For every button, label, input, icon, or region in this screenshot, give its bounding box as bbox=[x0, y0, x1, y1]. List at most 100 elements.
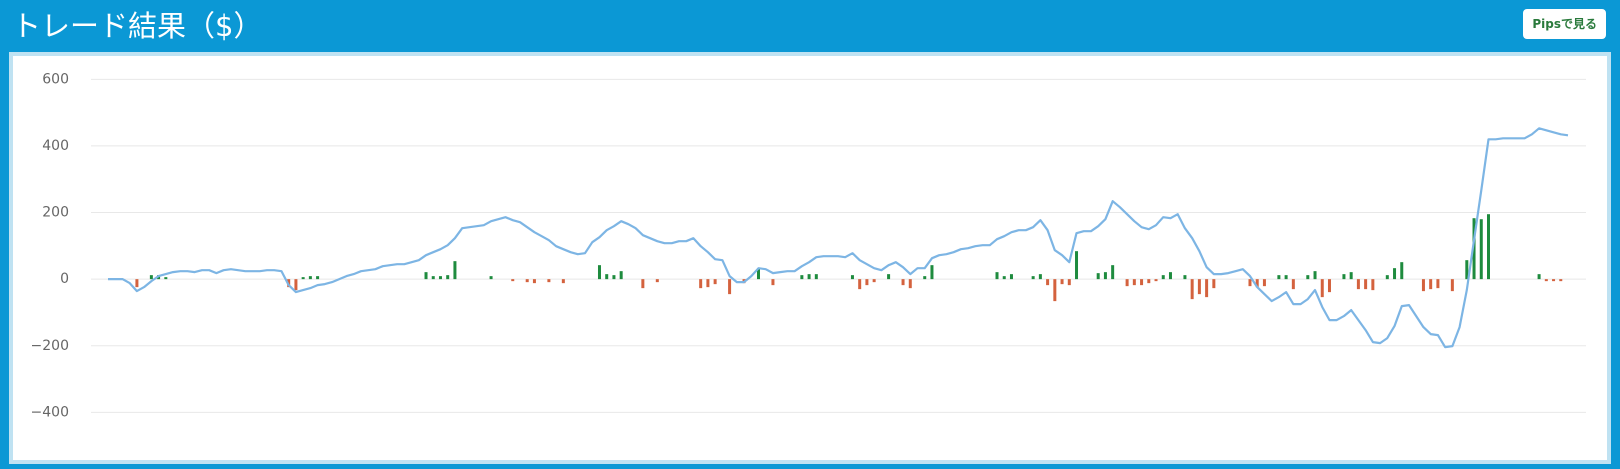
y-tick-label: 200 bbox=[42, 205, 69, 221]
bar bbox=[619, 271, 623, 280]
bar bbox=[561, 279, 565, 284]
bar bbox=[865, 279, 869, 286]
bar bbox=[612, 275, 616, 280]
line bbox=[108, 127, 1569, 349]
bar bbox=[149, 275, 153, 280]
bar bbox=[728, 279, 732, 295]
bar bbox=[308, 276, 312, 280]
bar bbox=[511, 279, 515, 282]
bar bbox=[1313, 271, 1317, 280]
bar bbox=[858, 279, 862, 290]
bar bbox=[1255, 279, 1259, 288]
bar bbox=[1349, 272, 1353, 280]
bar bbox=[1111, 265, 1115, 280]
pips-button[interactable]: Pipsで見る bbox=[1523, 9, 1606, 39]
bar bbox=[756, 268, 760, 280]
bar bbox=[547, 279, 551, 283]
bar bbox=[1465, 260, 1469, 280]
chart: −400 −200 0 200 400 600 bbox=[31, 71, 1586, 420]
y-tick-label: 400 bbox=[42, 138, 69, 154]
bar bbox=[1284, 275, 1288, 280]
bar bbox=[1161, 275, 1165, 280]
bar bbox=[1046, 279, 1050, 286]
bar bbox=[1190, 279, 1194, 300]
bar bbox=[532, 279, 536, 284]
bar bbox=[995, 272, 999, 280]
bar bbox=[850, 275, 854, 280]
bar bbox=[135, 279, 139, 288]
bar bbox=[1168, 272, 1172, 280]
bar bbox=[1450, 279, 1454, 292]
bar bbox=[1306, 275, 1310, 280]
bar bbox=[771, 279, 775, 286]
bar bbox=[1429, 279, 1433, 290]
bar bbox=[1400, 262, 1404, 280]
bar bbox=[431, 276, 435, 280]
bar bbox=[1327, 279, 1331, 293]
bar bbox=[316, 276, 320, 280]
bar bbox=[1103, 272, 1107, 280]
chart-panel: −400 −200 0 200 400 600 bbox=[9, 52, 1611, 464]
bar bbox=[1212, 279, 1216, 289]
bar bbox=[887, 274, 891, 280]
bar bbox=[641, 279, 645, 289]
bar bbox=[1125, 279, 1129, 287]
bar bbox=[1248, 279, 1252, 287]
y-tick-label: −400 bbox=[31, 404, 69, 420]
bar bbox=[1205, 279, 1209, 298]
bar bbox=[446, 275, 450, 280]
bar bbox=[453, 261, 457, 280]
bar bbox=[164, 277, 168, 280]
bar bbox=[1009, 274, 1013, 280]
bar bbox=[1364, 279, 1368, 290]
bar bbox=[1096, 273, 1100, 280]
bar bbox=[1262, 279, 1266, 287]
bar bbox=[1356, 279, 1360, 290]
bar bbox=[655, 279, 659, 283]
bar bbox=[1552, 279, 1556, 282]
bar bbox=[1479, 219, 1483, 280]
bar bbox=[930, 265, 934, 280]
bar bbox=[1060, 279, 1064, 285]
bar bbox=[1140, 279, 1144, 286]
bar bbox=[489, 276, 493, 280]
bar bbox=[706, 279, 710, 288]
bar bbox=[301, 277, 305, 280]
bar bbox=[1421, 279, 1425, 292]
bar bbox=[901, 279, 905, 286]
bar bbox=[1559, 279, 1563, 282]
bar bbox=[1342, 274, 1346, 280]
bar bbox=[1277, 275, 1281, 280]
bar bbox=[800, 275, 804, 280]
bar bbox=[1320, 279, 1324, 298]
y-tick-label: 600 bbox=[42, 71, 69, 87]
bar bbox=[1537, 274, 1541, 280]
bar bbox=[1393, 268, 1397, 280]
bar bbox=[1067, 279, 1071, 286]
bar bbox=[1132, 279, 1136, 286]
bar bbox=[814, 274, 818, 280]
bar bbox=[438, 276, 442, 280]
bar bbox=[605, 274, 609, 280]
bar bbox=[908, 279, 912, 289]
bar bbox=[1371, 279, 1375, 291]
bar bbox=[1183, 275, 1187, 280]
bar bbox=[699, 279, 703, 289]
bar bbox=[1075, 251, 1079, 280]
bar bbox=[713, 279, 717, 285]
bar bbox=[1031, 276, 1035, 280]
y-tick-label: 0 bbox=[60, 271, 69, 287]
bar bbox=[923, 276, 927, 280]
bar bbox=[1197, 279, 1201, 295]
bar bbox=[1436, 279, 1440, 289]
bar bbox=[1147, 279, 1151, 284]
bar bbox=[807, 274, 811, 280]
bar bbox=[1544, 279, 1548, 282]
bar bbox=[1472, 218, 1476, 280]
bar bbox=[1291, 279, 1295, 290]
page-title: トレード結果（$） bbox=[12, 9, 263, 43]
bar bbox=[872, 279, 876, 283]
y-tick-label: −200 bbox=[31, 338, 69, 354]
bar bbox=[424, 272, 428, 280]
